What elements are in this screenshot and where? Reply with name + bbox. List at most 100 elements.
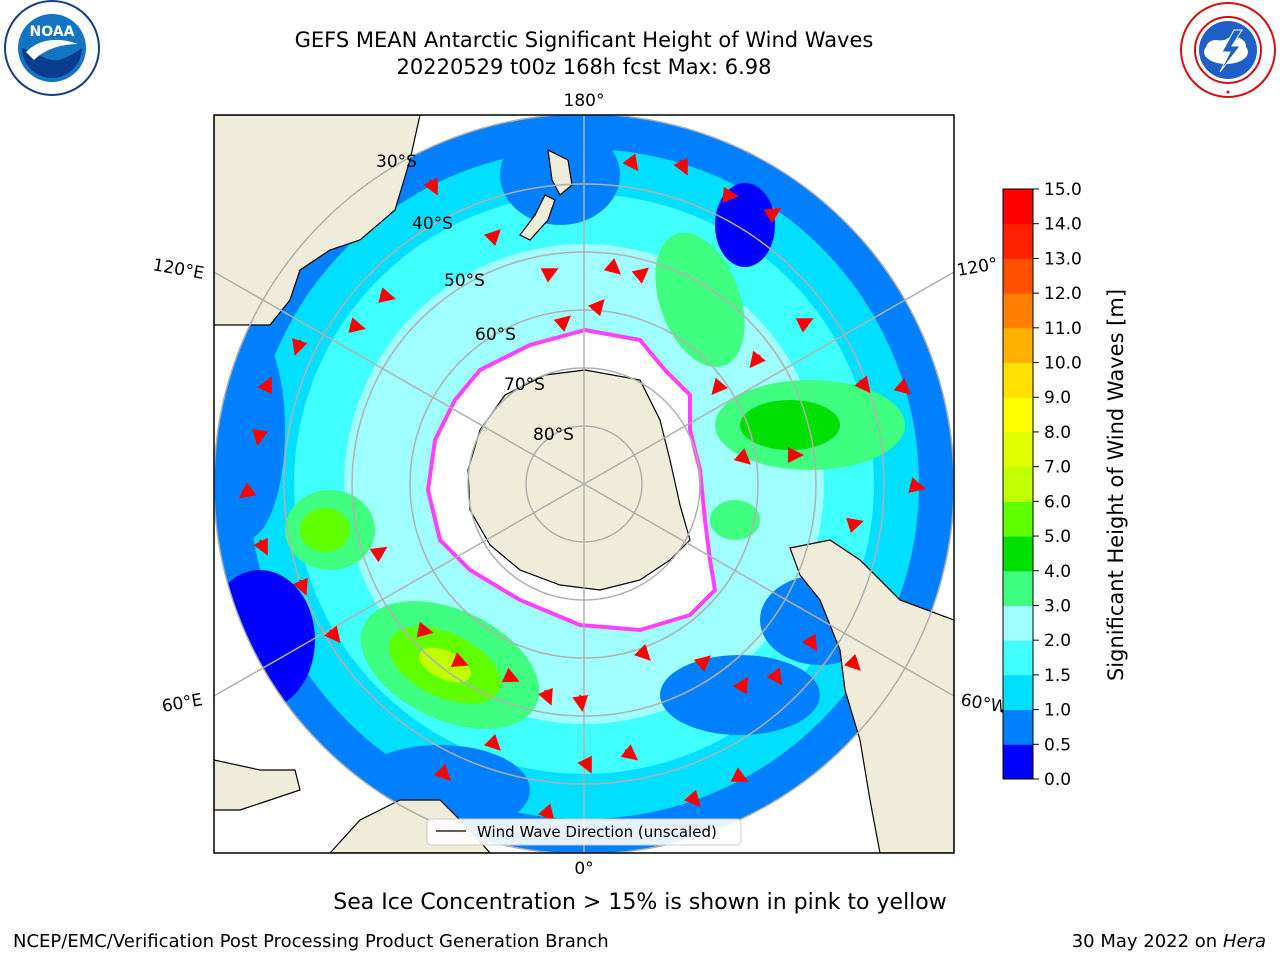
lon-label-0: 0° bbox=[574, 859, 593, 879]
graticule bbox=[214, 115, 954, 853]
lon-label-120w: 120° bbox=[955, 254, 999, 281]
arrow bbox=[732, 676, 749, 695]
colorbar-swatch bbox=[1003, 709, 1033, 745]
colorbar-swatch bbox=[1003, 431, 1033, 468]
arrow bbox=[603, 258, 622, 275]
arrow bbox=[711, 377, 728, 396]
colorbar-tick-label: 7.0 bbox=[1044, 458, 1071, 478]
nws-logo bbox=[1180, 2, 1276, 98]
footer-date-text: 30 May 2022 on bbox=[1071, 931, 1218, 952]
arrow bbox=[501, 667, 520, 683]
colorbar-swatch bbox=[1003, 744, 1033, 780]
arrow bbox=[423, 177, 438, 196]
colorbar-swatch bbox=[1003, 536, 1033, 572]
colorbar-swatch bbox=[1003, 327, 1033, 364]
arrow bbox=[631, 267, 650, 284]
arrow bbox=[693, 655, 712, 672]
colorbar-swatch bbox=[1003, 570, 1033, 606]
arrow bbox=[378, 287, 396, 303]
colorbar-swatch bbox=[1003, 223, 1033, 259]
legend-label: Wind Wave Direction (unscaled) bbox=[477, 823, 717, 841]
colorbar-label: Significant Height of Wind Waves [m] bbox=[1104, 289, 1128, 681]
colorbar-tick-label: 15.0 bbox=[1044, 180, 1082, 200]
arrow bbox=[538, 687, 553, 706]
arrow bbox=[795, 318, 814, 333]
colorbar-swatch bbox=[1003, 674, 1033, 711]
arrow bbox=[257, 376, 272, 395]
colorbar-tick-label: 4.0 bbox=[1044, 562, 1071, 582]
colorbar-swatch bbox=[1003, 605, 1033, 641]
arrow bbox=[450, 652, 469, 667]
arrow bbox=[854, 375, 871, 394]
arrow bbox=[684, 789, 701, 807]
arrow bbox=[348, 317, 366, 333]
chart-subtitle: 20220529 t00z 168h fcst Max: 6.98 bbox=[396, 55, 772, 79]
lat-label-60s: 60°S bbox=[475, 325, 516, 345]
colorbar-tick-label: 1.5 bbox=[1044, 666, 1071, 686]
colorbar-swatch bbox=[1003, 258, 1033, 294]
arrow bbox=[238, 482, 257, 499]
colorbar-tick-label: 6.0 bbox=[1044, 492, 1071, 512]
colorbar-tick-label: 2.0 bbox=[1044, 631, 1071, 651]
arrow bbox=[733, 448, 752, 465]
lat-label-40s: 40°S bbox=[412, 214, 453, 234]
colorbar-swatch bbox=[1003, 293, 1033, 329]
sea-ice-note: Sea Ice Concentration > 15% is shown in … bbox=[333, 890, 947, 915]
arrow bbox=[553, 315, 572, 332]
colorbar-swatch bbox=[1003, 397, 1033, 433]
arrow bbox=[572, 694, 589, 712]
arrow bbox=[846, 517, 864, 534]
arrow bbox=[538, 803, 555, 822]
arrow bbox=[722, 186, 739, 203]
arrow bbox=[801, 633, 818, 652]
arrow bbox=[369, 546, 388, 563]
arrow bbox=[843, 653, 861, 671]
noaa-logo: NOAA bbox=[4, 0, 100, 96]
colorbar-tick-label: 1.0 bbox=[1044, 701, 1071, 721]
arrow bbox=[763, 207, 782, 224]
lat-label-80s: 80°S bbox=[533, 425, 574, 445]
arrow bbox=[292, 338, 308, 356]
colorbar-tick-label: 0.0 bbox=[1044, 770, 1071, 790]
arrow bbox=[673, 157, 688, 176]
arrow bbox=[766, 667, 783, 686]
lat-label-70s: 70°S bbox=[504, 375, 545, 395]
arrow bbox=[253, 537, 268, 556]
arrow bbox=[540, 268, 559, 283]
colorbar-tick-label: 14.0 bbox=[1044, 215, 1082, 235]
arrow bbox=[433, 763, 451, 781]
colorbar-swatch bbox=[1003, 501, 1033, 537]
colorbar-tick-label: 9.0 bbox=[1044, 388, 1071, 408]
colorbar: 0.0 0.5 1.0 1.5 2.0 3.0 4.0 5.0 6.0 7.0 8.0 9.0 10.0… bbox=[1002, 180, 1082, 790]
arrow bbox=[324, 625, 341, 644]
arrow bbox=[293, 577, 308, 596]
colorbar-tick-label: 0.5 bbox=[1044, 735, 1071, 755]
colorbar-tick-label: 13.0 bbox=[1044, 249, 1082, 269]
arrow bbox=[908, 477, 926, 493]
chart-title: GEFS MEAN Antarctic Significant Height o… bbox=[294, 28, 874, 52]
wind-wave-arrows bbox=[238, 153, 926, 822]
colorbar-tick-label: 5.0 bbox=[1044, 527, 1071, 547]
colorbar-frame bbox=[1002, 188, 1034, 780]
lat-label-50s: 50°S bbox=[444, 271, 485, 291]
arrow bbox=[730, 767, 749, 782]
arrow bbox=[588, 298, 605, 317]
colorbar-tick-label: 3.0 bbox=[1044, 596, 1071, 616]
arrow bbox=[416, 621, 434, 638]
arrow bbox=[577, 755, 592, 774]
colorbar-swatch bbox=[1003, 640, 1033, 676]
colorbar-tick-label: 12.0 bbox=[1044, 284, 1082, 304]
footer-credit: NCEP/EMC/Verification Post Processing Pr… bbox=[13, 931, 609, 952]
colorbar-tick-label: 8.0 bbox=[1044, 423, 1071, 443]
arrow bbox=[633, 643, 651, 661]
lon-label-120e: 120°E bbox=[151, 255, 205, 284]
map-legend: Wind Wave Direction (unscaled) bbox=[426, 818, 742, 846]
arrow bbox=[252, 428, 268, 446]
noaa-logo-text: NOAA bbox=[30, 24, 75, 40]
footer-host: Hera bbox=[1222, 931, 1266, 952]
arrow bbox=[620, 744, 639, 761]
land-masses bbox=[214, 115, 954, 853]
colorbar-swatch bbox=[1003, 189, 1033, 225]
arrow bbox=[483, 229, 501, 247]
